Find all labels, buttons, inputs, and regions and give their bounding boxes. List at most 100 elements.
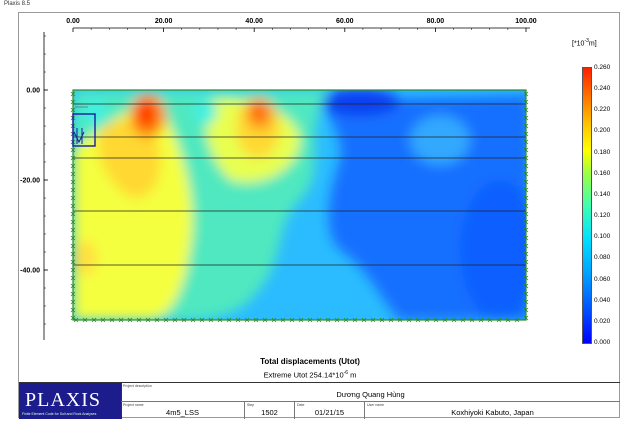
fixity-marker [460, 317, 466, 323]
project-description-cell: Project description Dương Quang Hùng [121, 383, 620, 401]
legend-tick-label: 0.080 [594, 254, 611, 262]
fixity-marker [361, 317, 367, 323]
fixity-marker [190, 317, 196, 323]
fixity-marker [199, 317, 205, 323]
fixity-marker [451, 317, 457, 323]
fixity-marker [163, 317, 169, 323]
fixity-marker [298, 317, 304, 323]
fixity-marker [379, 317, 385, 323]
fixity-marker [70, 107, 76, 113]
legend-tick-label: 0.220 [594, 106, 611, 114]
fixity-marker [70, 163, 76, 169]
fixity-marker [523, 123, 529, 129]
logo-subtitle: Finite Element Code for Soil and Rock An… [22, 412, 97, 416]
fixity-marker [70, 267, 76, 273]
legend-tick-label: 0.200 [594, 127, 611, 135]
fixity-marker [70, 283, 76, 289]
fixity-marker [523, 283, 529, 289]
project-name-cell: Project name 4m5_LSS [121, 402, 245, 419]
fixity-marker [70, 203, 76, 209]
legend-tick-label: 0.120 [594, 212, 611, 220]
step-value: 1502 [261, 408, 278, 417]
x-axis: 0.00 20.00 40.00 60.00 80.00 100.00 [66, 18, 537, 32]
fixity-marker [154, 317, 160, 323]
fixity-marker [523, 227, 529, 233]
fixity-marker [70, 171, 76, 177]
fixity-marker [433, 317, 439, 323]
fixity-marker [70, 243, 76, 249]
legend-color-bar [582, 67, 592, 344]
date-value: 01/21/15 [314, 408, 345, 417]
fixity-marker [523, 163, 529, 169]
foundation-structure [72, 106, 96, 147]
unit-label: [*10-3m] [572, 38, 597, 47]
fixity-marker [523, 275, 529, 281]
fixity-marker [91, 317, 97, 323]
fixity-marker [70, 179, 76, 185]
fixity-marker [289, 317, 295, 323]
fixity-marker [316, 317, 322, 323]
project-name: 4m5_LSS [166, 408, 199, 417]
extreme-value: Extreme Utot 254.14*10-6 m [220, 370, 400, 380]
fixity-marker [172, 317, 178, 323]
fixity-marker [271, 317, 277, 323]
project-name-label: Project name [123, 403, 144, 407]
plot-title: Total displacements (Utot) [260, 357, 360, 366]
fixity-marker [505, 317, 511, 323]
fixity-marker [73, 317, 79, 323]
legend-tick-label: 0.020 [594, 317, 611, 325]
fixity-marker [523, 203, 529, 209]
fixity-marker [334, 317, 340, 323]
fixity-marker [70, 99, 76, 105]
fixity-marker [343, 317, 349, 323]
project-description-label: Project description [123, 384, 152, 388]
fixity-marker [496, 317, 502, 323]
plaxis-logo: PLAXIS Finite Element Code for Soil and … [19, 383, 122, 419]
fixity-marker [388, 317, 394, 323]
fixity-marker [82, 317, 88, 323]
fixity-marker [523, 107, 529, 113]
extreme-suffix: m [348, 370, 357, 380]
legend-tick-label: 0.100 [594, 233, 611, 241]
fixity-marker [523, 267, 529, 273]
step-label: Step [247, 403, 255, 407]
fixity-marker [70, 91, 76, 97]
logo-text: PLAXIS [25, 389, 102, 411]
fixity-marker [523, 195, 529, 201]
fixity-marker [70, 291, 76, 297]
title-block: PLAXIS Finite Element Code for Soil and … [19, 382, 620, 419]
x-tick-label: 20.00 [155, 18, 173, 25]
x-tick-label: 80.00 [427, 18, 445, 25]
fixity-marker [523, 299, 529, 305]
fixity-marker [70, 219, 76, 225]
fixity-marker [109, 317, 115, 323]
fixity-marker [523, 243, 529, 249]
legend-tick-label: 0.260 [594, 64, 611, 71]
contour-field [73, 90, 526, 320]
x-tick-label: 0.00 [66, 18, 80, 25]
legend-tick-label: 0.000 [594, 339, 611, 346]
fixity-marker [514, 317, 520, 323]
fixity-marker [70, 155, 76, 161]
fixity-marker [469, 317, 475, 323]
extreme-prefix: Extreme Utot 254.14*10 [263, 370, 344, 380]
unit-prefix: [*10 [572, 40, 585, 48]
fixity-marker [523, 91, 529, 97]
fixity-marker [127, 317, 133, 323]
fixity-marker [208, 317, 214, 323]
legend-tick-label: 0.040 [594, 296, 611, 304]
model-boundary [72, 89, 527, 321]
page-frame [18, 12, 620, 418]
x-tick-label: 60.00 [336, 18, 354, 25]
fixity-marker [397, 317, 403, 323]
fixity-marker [523, 307, 529, 313]
user-name-cell: User name Koxhiyoki Kabuto, Japan [365, 402, 620, 419]
fixity-marker [523, 315, 529, 321]
fixity-marker [523, 155, 529, 161]
fixity-marker [70, 147, 76, 153]
date-cell: Date 01/21/15 [295, 402, 365, 419]
extreme-exponent: -6 [343, 370, 349, 376]
y-tick-label: -20.00 [20, 178, 40, 185]
fixity-marker [70, 227, 76, 233]
